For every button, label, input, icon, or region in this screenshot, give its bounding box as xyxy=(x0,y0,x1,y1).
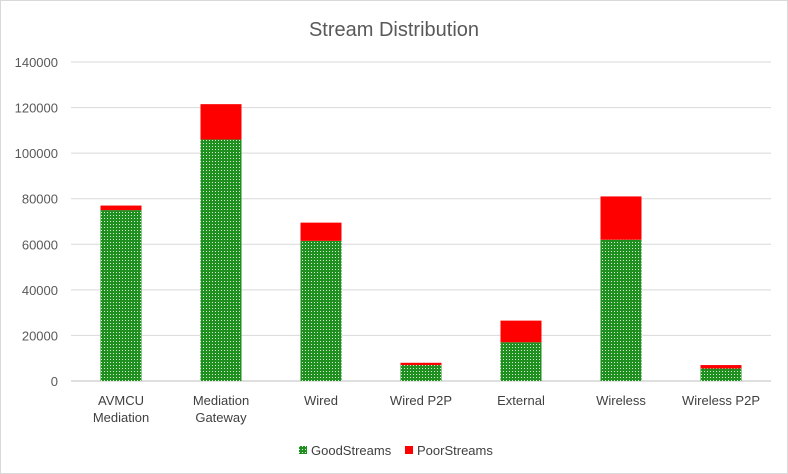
bar-goodstreams xyxy=(200,139,242,381)
bar-goodstreams xyxy=(700,368,742,381)
x-axis-tick-labels: AVMCU Mediation Mediation Gateway Wired Wired… xyxy=(93,393,760,425)
y-tick-label: 60000 xyxy=(22,237,58,252)
bar-goodstreams xyxy=(600,239,642,381)
legend: GoodStreams PoorStreams xyxy=(299,443,493,458)
bar-poorstreams xyxy=(700,365,742,369)
legend-swatch-goodstreams xyxy=(299,446,307,454)
bar-goodstreams xyxy=(300,240,342,381)
y-axis-tick-labels: 0 20000 40000 60000 80000 100000 120000 140000 xyxy=(15,55,58,389)
bar-poorstreams xyxy=(200,104,242,140)
bar-poorstreams xyxy=(600,196,642,240)
bar-goodstreams xyxy=(400,365,442,381)
bars xyxy=(100,104,742,381)
gridlines xyxy=(71,61,771,382)
x-tick-label: Mediation Gateway xyxy=(193,393,249,425)
y-tick-label: 140000 xyxy=(15,55,58,70)
bar-poorstreams xyxy=(400,362,442,366)
y-tick-label: 0 xyxy=(51,374,58,389)
legend-label: GoodStreams xyxy=(311,443,392,458)
bar-poorstreams xyxy=(100,205,142,211)
y-tick-label: 120000 xyxy=(15,101,58,116)
x-tick-label: AVMCU Mediation xyxy=(93,393,149,425)
y-tick-label: 80000 xyxy=(22,192,58,207)
x-tick-label: Wired xyxy=(304,393,338,408)
legend-label: PoorStreams xyxy=(417,443,493,458)
y-tick-label: 40000 xyxy=(22,283,58,298)
bar-goodstreams xyxy=(500,342,542,381)
bar-poorstreams xyxy=(500,320,542,343)
legend-swatch-poorstreams xyxy=(405,446,413,454)
y-tick-label: 100000 xyxy=(15,146,58,161)
x-tick-label: Wired P2P xyxy=(390,393,452,408)
x-tick-label: Wireless P2P xyxy=(682,393,760,408)
bar-goodstreams xyxy=(100,210,142,381)
x-tick-label: External xyxy=(497,393,545,408)
x-tick-label: Wireless xyxy=(596,393,646,408)
y-tick-label: 20000 xyxy=(22,328,58,343)
bar-poorstreams xyxy=(300,222,342,241)
chart-title: Stream Distribution xyxy=(309,19,479,41)
